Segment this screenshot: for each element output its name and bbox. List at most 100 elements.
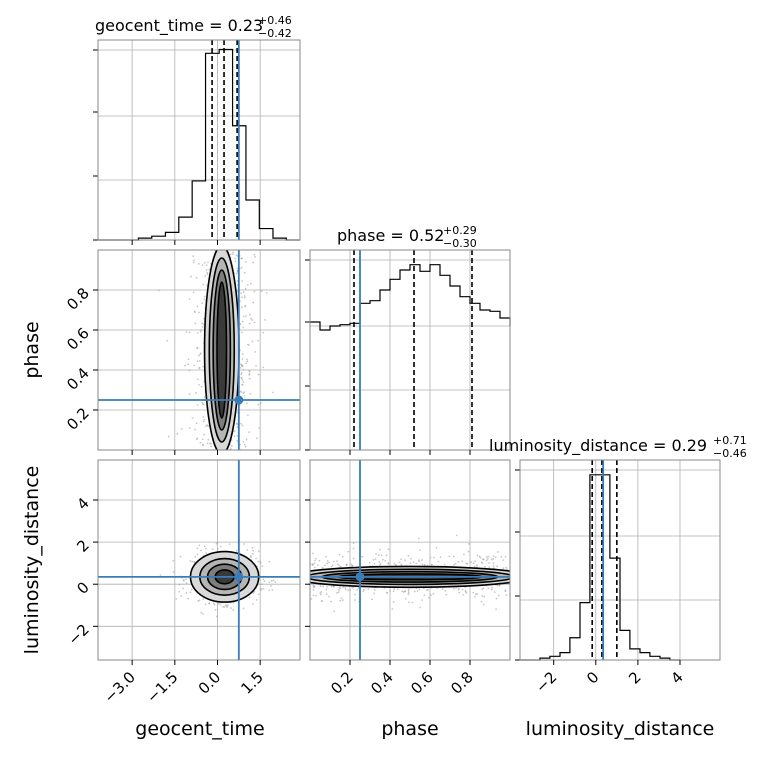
scatter-point bbox=[321, 566, 324, 569]
scatter-point bbox=[188, 427, 191, 429]
scatter-point bbox=[462, 593, 465, 596]
scatter-point bbox=[259, 562, 262, 565]
scatter-point bbox=[203, 261, 206, 264]
scatter-point bbox=[330, 600, 333, 603]
scatter-point bbox=[351, 587, 354, 589]
scatter-point bbox=[260, 290, 263, 293]
scatter-point bbox=[188, 298, 191, 300]
scatter-point bbox=[198, 383, 201, 386]
scatter-point bbox=[246, 549, 249, 552]
scatter-point bbox=[330, 585, 333, 588]
pair-2-content bbox=[310, 534, 510, 613]
scatter-point bbox=[500, 555, 503, 558]
scatter-point bbox=[193, 259, 196, 262]
scatter-point bbox=[313, 562, 316, 565]
scatter-point bbox=[243, 543, 246, 545]
scatter-point bbox=[246, 358, 248, 361]
scatter-point bbox=[243, 295, 246, 297]
scatter-point bbox=[243, 443, 246, 446]
scatter-point bbox=[379, 562, 382, 565]
scatter-point bbox=[367, 588, 370, 591]
scatter-point bbox=[246, 402, 248, 405]
scatter-point bbox=[253, 253, 256, 256]
scatter-point bbox=[437, 560, 440, 563]
scatter-point bbox=[452, 564, 455, 566]
scatter-point bbox=[258, 426, 260, 429]
scatter-point bbox=[439, 556, 442, 559]
scatter-point bbox=[400, 558, 402, 561]
scatter-point bbox=[239, 390, 242, 393]
scatter-point bbox=[332, 560, 335, 563]
scatter-point bbox=[347, 550, 350, 553]
scatter-point bbox=[195, 422, 198, 425]
scatter-point bbox=[344, 588, 347, 591]
panel-2d-phase-distance bbox=[310, 460, 510, 660]
scatter-point bbox=[175, 598, 178, 600]
scatter-point bbox=[373, 589, 376, 591]
hist-2-xtick-label: 0 bbox=[583, 668, 602, 687]
scatter-point bbox=[485, 559, 488, 562]
scatter-point bbox=[486, 557, 489, 560]
scatter-point bbox=[497, 551, 499, 553]
scatter-point bbox=[488, 566, 491, 568]
scatter-point bbox=[213, 603, 216, 606]
scatter-point bbox=[198, 360, 201, 362]
scatter-point bbox=[259, 560, 262, 563]
scatter-point bbox=[336, 563, 339, 566]
scatter-point bbox=[326, 560, 329, 562]
scatter-point bbox=[338, 553, 341, 556]
scatter-point bbox=[325, 555, 327, 558]
scatter-point bbox=[201, 302, 204, 305]
scatter-point bbox=[196, 404, 199, 406]
scatter-point bbox=[325, 588, 328, 591]
title-luminosity-distance-upper: +0.71 bbox=[713, 434, 747, 447]
scatter-point bbox=[453, 555, 455, 558]
hist-2-xtick-label: −2 bbox=[532, 668, 560, 696]
scatter-point bbox=[257, 403, 260, 406]
scatter-point bbox=[246, 343, 249, 346]
pair-1-truth-marker bbox=[234, 572, 244, 582]
scatter-point bbox=[227, 604, 229, 606]
scatter-point bbox=[201, 443, 204, 446]
scatter-point bbox=[410, 558, 412, 560]
scatter-point bbox=[455, 586, 457, 589]
scatter-point bbox=[206, 272, 209, 274]
scatter-point bbox=[342, 586, 344, 589]
hist-1-frame bbox=[309, 249, 511, 451]
scatter-point bbox=[435, 546, 438, 549]
scatter-point bbox=[192, 255, 195, 258]
scatter-point bbox=[407, 588, 410, 591]
scatter-point bbox=[331, 564, 334, 567]
scatter-point bbox=[479, 556, 482, 559]
pair-1-xtick-label: −3.0 bbox=[100, 668, 138, 706]
scatter-point bbox=[252, 549, 255, 552]
scatter-point bbox=[318, 559, 321, 562]
pair-2-xtick-label: 0.4 bbox=[367, 668, 397, 698]
scatter-point bbox=[389, 589, 391, 592]
scatter-point bbox=[185, 331, 188, 333]
scatter-point bbox=[172, 570, 175, 573]
scatter-point bbox=[197, 262, 200, 265]
scatter-point bbox=[235, 272, 238, 275]
scatter-point bbox=[411, 601, 414, 604]
scatter-point bbox=[468, 543, 470, 545]
scatter-point bbox=[413, 590, 416, 593]
scatter-point bbox=[203, 295, 206, 298]
scatter-point bbox=[404, 590, 407, 593]
scatter-point bbox=[482, 558, 485, 561]
scatter-point bbox=[504, 555, 507, 558]
scatter-point bbox=[373, 592, 375, 595]
scatter-point bbox=[199, 330, 202, 333]
scatter-point bbox=[191, 417, 194, 420]
scatter-point bbox=[475, 593, 477, 596]
scatter-point bbox=[256, 437, 258, 440]
scatter-point bbox=[254, 255, 257, 258]
pair-1-frame bbox=[97, 459, 301, 661]
scatter-point bbox=[246, 360, 249, 363]
scatter-point bbox=[262, 587, 265, 590]
scatter-point bbox=[392, 600, 395, 603]
scatter-point bbox=[188, 369, 191, 372]
scatter-point bbox=[202, 365, 204, 368]
scatter-point bbox=[203, 396, 206, 399]
scatter-point bbox=[257, 593, 260, 596]
